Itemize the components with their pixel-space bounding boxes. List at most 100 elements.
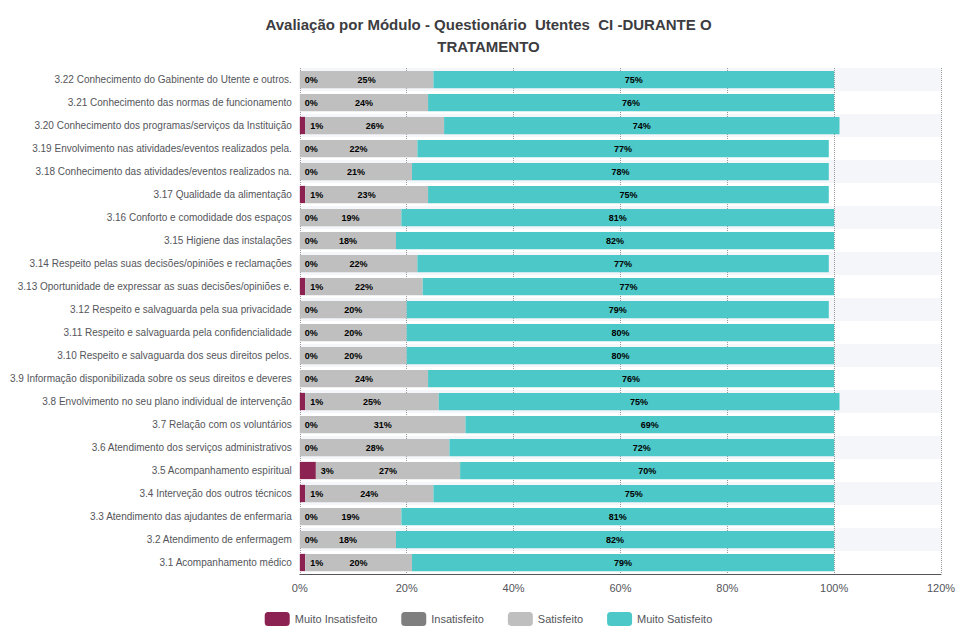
svg-text:80%: 80% <box>611 328 629 338</box>
svg-text:20%: 20% <box>344 328 362 338</box>
svg-text:77%: 77% <box>619 282 637 292</box>
svg-text:81%: 81% <box>609 213 627 223</box>
svg-text:3.10 Respeito e salvaguarda do: 3.10 Respeito e salvaguarda dos seus dir… <box>57 350 292 361</box>
svg-text:18%: 18% <box>339 535 357 545</box>
svg-text:20%: 20% <box>396 582 418 594</box>
svg-text:75%: 75% <box>625 75 643 85</box>
svg-text:0%: 0% <box>305 351 318 361</box>
svg-text:0%: 0% <box>305 512 318 522</box>
svg-text:19%: 19% <box>342 512 360 522</box>
svg-text:77%: 77% <box>614 259 632 269</box>
svg-text:23%: 23% <box>358 190 376 200</box>
svg-text:40%: 40% <box>503 582 525 594</box>
svg-text:22%: 22% <box>350 144 368 154</box>
svg-text:3.18 Conhecimento das atividad: 3.18 Conhecimento das atividades/eventos… <box>36 166 292 177</box>
svg-text:0%: 0% <box>305 98 318 108</box>
svg-text:77%: 77% <box>614 144 632 154</box>
svg-text:72%: 72% <box>633 443 651 453</box>
svg-text:3.15 Higiene das instalações: 3.15 Higiene das instalações <box>164 235 292 246</box>
svg-text:Insatisfeito: Insatisfeito <box>431 613 484 625</box>
svg-text:1%: 1% <box>310 190 323 200</box>
svg-text:0%: 0% <box>305 305 318 315</box>
svg-text:Satisfeito: Satisfeito <box>538 613 583 625</box>
svg-text:3.11 Respeito e salvaguarda pe: 3.11 Respeito e salvaguarda pela confide… <box>64 327 293 338</box>
svg-text:0%: 0% <box>305 259 318 269</box>
svg-text:1%: 1% <box>310 397 323 407</box>
svg-text:78%: 78% <box>611 167 629 177</box>
svg-text:0%: 0% <box>305 420 318 430</box>
svg-text:0%: 0% <box>305 236 318 246</box>
svg-text:3.1 Acompanhamento médico: 3.1 Acompanhamento médico <box>160 557 293 568</box>
svg-text:Avaliação por Módulo - Questio: Avaliação por Módulo - Questionário Uten… <box>265 16 711 33</box>
svg-text:0%: 0% <box>305 167 318 177</box>
svg-text:25%: 25% <box>358 75 376 85</box>
svg-text:20%: 20% <box>344 351 362 361</box>
svg-text:0%: 0% <box>305 213 318 223</box>
svg-text:1%: 1% <box>310 121 323 131</box>
svg-text:28%: 28% <box>366 443 384 453</box>
svg-text:26%: 26% <box>366 121 384 131</box>
svg-text:82%: 82% <box>606 535 624 545</box>
svg-text:120%: 120% <box>927 582 955 594</box>
svg-text:3.16 Conforto e comodidade dos: 3.16 Conforto e comodidade dos espaços <box>107 212 292 223</box>
svg-text:22%: 22% <box>355 282 373 292</box>
svg-text:3.20 Conhecimento dos programa: 3.20 Conhecimento dos programas/serviços… <box>34 120 292 131</box>
svg-text:100%: 100% <box>820 582 848 594</box>
svg-text:0%: 0% <box>305 75 318 85</box>
svg-text:3.14 Respeito pelas suas decis: 3.14 Respeito pelas suas decisões/opiniõ… <box>29 258 291 269</box>
svg-text:60%: 60% <box>609 582 631 594</box>
svg-text:69%: 69% <box>641 420 659 430</box>
svg-text:76%: 76% <box>622 98 640 108</box>
svg-text:3.2 Atendimento de enfermagem: 3.2 Atendimento de enfermagem <box>147 534 292 545</box>
svg-text:18%: 18% <box>339 236 357 246</box>
svg-text:24%: 24% <box>360 489 378 499</box>
svg-text:Muito Satisfeito: Muito Satisfeito <box>637 613 712 625</box>
svg-text:0%: 0% <box>305 374 318 384</box>
svg-text:0%: 0% <box>292 582 308 594</box>
svg-text:3.17 Qualidade da alimentação: 3.17 Qualidade da alimentação <box>153 189 292 200</box>
svg-text:22%: 22% <box>350 259 368 269</box>
svg-text:0%: 0% <box>305 144 318 154</box>
svg-text:3.19 Envolvimento nas atividad: 3.19 Envolvimento nas atividades/eventos… <box>32 143 292 154</box>
svg-text:3.4 Interveção dos outros técn: 3.4 Interveção dos outros técnicos <box>140 488 292 499</box>
svg-text:3.22 Conhecimento do Gabinente: 3.22 Conhecimento do Gabinente do Utente… <box>54 74 291 85</box>
svg-text:3.12 Respeito e salvaguarda pe: 3.12 Respeito e salvaguarda pela sua pri… <box>70 304 292 315</box>
svg-text:3.21 Conhecimento das normas d: 3.21 Conhecimento das normas de funciona… <box>68 97 292 108</box>
svg-text:24%: 24% <box>355 98 373 108</box>
svg-text:75%: 75% <box>625 489 643 499</box>
svg-text:1%: 1% <box>310 489 323 499</box>
svg-text:25%: 25% <box>363 397 381 407</box>
svg-text:80%: 80% <box>611 351 629 361</box>
svg-text:0%: 0% <box>305 535 318 545</box>
svg-text:79%: 79% <box>609 305 627 315</box>
svg-text:3.7 Relação com os voluntários: 3.7 Relação com os voluntários <box>152 419 292 430</box>
svg-text:3.9 Informação disponibilizada: 3.9 Informação disponibilizada sobre os … <box>10 373 292 384</box>
svg-text:3.13 Oportunidade de expressar: 3.13 Oportunidade de expressar as suas d… <box>18 281 292 292</box>
svg-text:1%: 1% <box>310 282 323 292</box>
svg-text:75%: 75% <box>630 397 648 407</box>
svg-text:70%: 70% <box>638 466 656 476</box>
svg-text:20%: 20% <box>344 305 362 315</box>
svg-text:82%: 82% <box>606 236 624 246</box>
svg-text:76%: 76% <box>622 374 640 384</box>
svg-text:24%: 24% <box>355 374 373 384</box>
svg-text:19%: 19% <box>342 213 360 223</box>
svg-text:75%: 75% <box>619 190 637 200</box>
svg-text:3.5 Acompanhamento espiritual: 3.5 Acompanhamento espiritual <box>152 465 292 476</box>
svg-text:79%: 79% <box>614 558 632 568</box>
svg-text:3.8 Envolvimento no seu plano: 3.8 Envolvimento no seu plano individual… <box>42 396 292 407</box>
svg-text:27%: 27% <box>379 466 397 476</box>
svg-text:20%: 20% <box>350 558 368 568</box>
svg-text:21%: 21% <box>347 167 365 177</box>
svg-text:3%: 3% <box>321 466 334 476</box>
svg-text:80%: 80% <box>716 582 738 594</box>
svg-text:1%: 1% <box>310 558 323 568</box>
svg-text:TRATAMENTO: TRATAMENTO <box>437 38 540 55</box>
svg-text:0%: 0% <box>305 328 318 338</box>
svg-text:31%: 31% <box>374 420 392 430</box>
svg-text:3.3 Atendimento das ajudantes: 3.3 Atendimento das ajudantes de enferma… <box>90 511 292 522</box>
svg-text:3.6 Atendimento dos serviços a: 3.6 Atendimento dos serviços administrat… <box>92 442 292 453</box>
svg-text:Muito Insatisfeito: Muito Insatisfeito <box>295 613 378 625</box>
svg-text:0%: 0% <box>305 443 318 453</box>
svg-text:74%: 74% <box>633 121 651 131</box>
